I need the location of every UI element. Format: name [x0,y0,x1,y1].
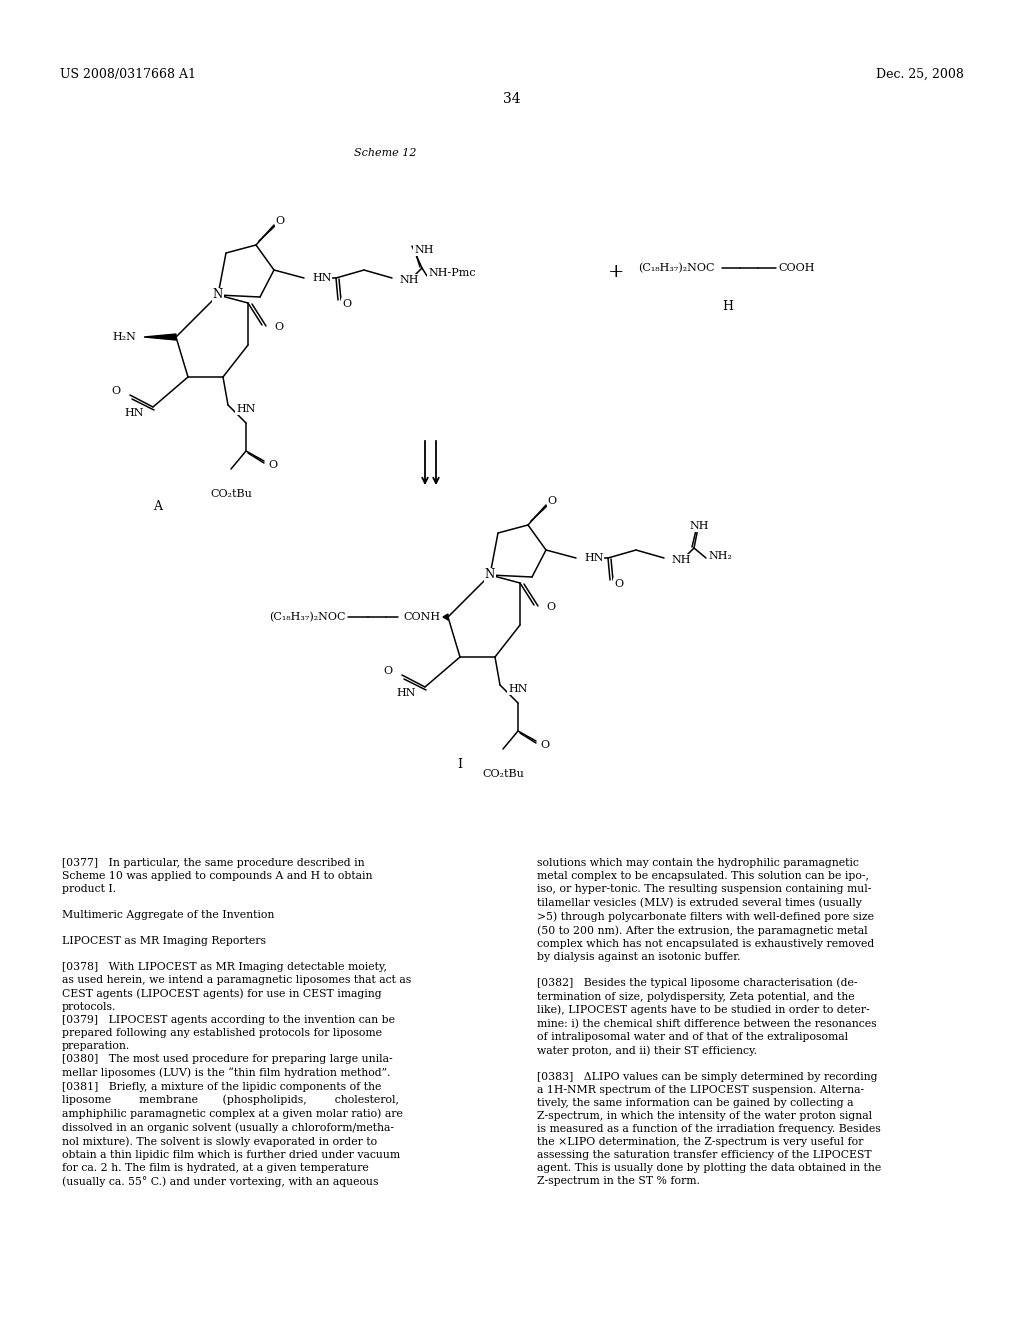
Text: (C₁₈H₃₇)₂NOC: (C₁₈H₃₇)₂NOC [638,263,715,273]
Text: NH₂: NH₂ [708,550,732,561]
Text: NH: NH [414,246,433,255]
Text: Scheme 12: Scheme 12 [353,148,416,158]
Text: (C₁₈H₃₇)₂NOC: (C₁₈H₃₇)₂NOC [269,612,346,622]
Text: 34: 34 [503,92,521,106]
Text: CO₂tBu: CO₂tBu [210,488,252,499]
Text: H: H [723,300,733,313]
Text: NH: NH [399,275,419,285]
Text: HN: HN [312,273,332,282]
Text: US 2008/0317668 A1: US 2008/0317668 A1 [60,69,196,81]
Text: CONH: CONH [402,612,440,622]
Text: O: O [548,496,557,506]
Text: HN: HN [508,684,527,694]
Text: O: O [274,322,283,333]
Text: O: O [275,216,285,226]
Text: I: I [458,758,463,771]
Text: HN: HN [584,553,603,564]
Text: +: + [608,263,625,281]
Polygon shape [144,334,176,341]
Text: HN: HN [125,408,144,418]
Text: Dec. 25, 2008: Dec. 25, 2008 [877,69,964,81]
Text: HN: HN [236,404,256,414]
Text: A: A [154,500,163,513]
Text: HN: HN [396,688,416,698]
Text: N: N [485,569,496,582]
Text: O: O [383,667,392,676]
Text: NH: NH [689,521,709,531]
Polygon shape [443,614,449,620]
Text: O: O [546,602,555,612]
Text: NH: NH [671,554,690,565]
Text: O: O [268,459,278,470]
Text: NH-Pmc: NH-Pmc [428,268,475,279]
Text: O: O [342,300,351,309]
Text: O: O [111,385,120,396]
Text: H₂N: H₂N [112,333,136,342]
Text: [0377]   In particular, the same procedure described in
Scheme 10 was applied to: [0377] In particular, the same procedure… [62,858,412,1187]
Text: O: O [540,741,549,750]
Text: COOH: COOH [778,263,814,273]
Text: CO₂tBu: CO₂tBu [482,770,524,779]
Text: N: N [213,289,223,301]
Text: solutions which may contain the hydrophilic paramagnetic
metal complex to be enc: solutions which may contain the hydrophi… [537,858,882,1187]
Text: O: O [614,579,624,589]
